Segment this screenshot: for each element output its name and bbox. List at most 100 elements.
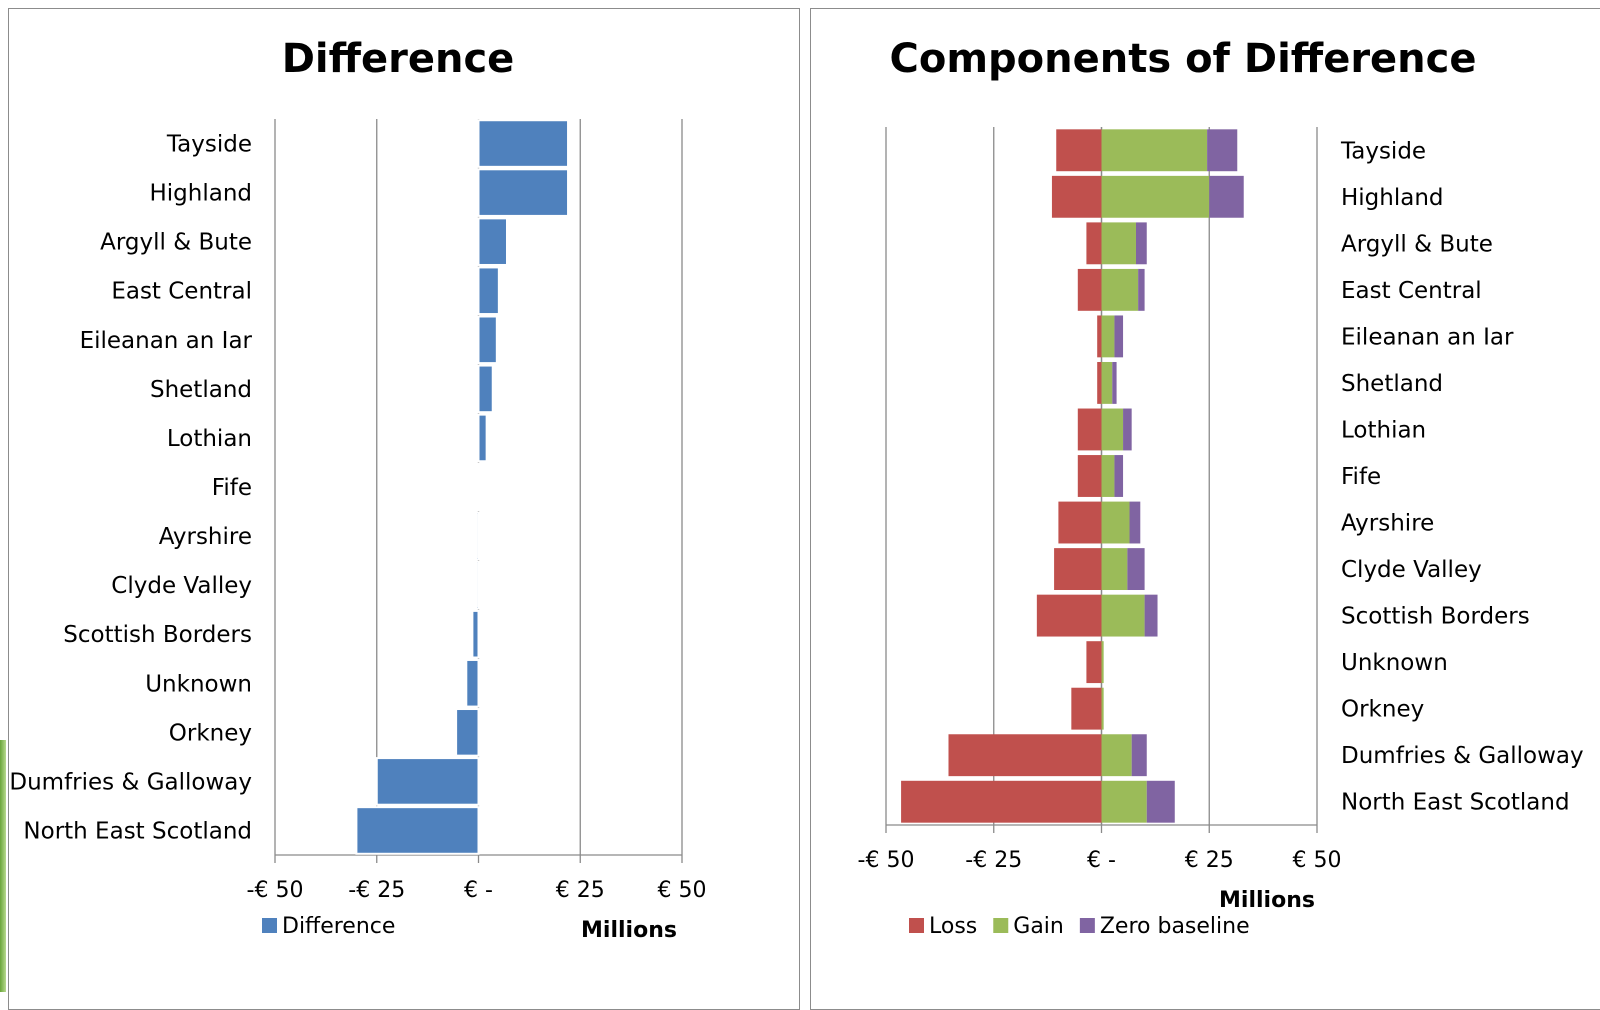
category-label: Shetland xyxy=(1341,371,1443,397)
legend-label-zero-baseline: Zero baseline xyxy=(1100,914,1250,939)
bar-loss-highland xyxy=(1051,175,1102,218)
bar-gain-highland xyxy=(1101,175,1210,218)
category-label: Lothian xyxy=(167,426,252,452)
bar-loss-tayside xyxy=(1056,129,1102,172)
category-label: Highland xyxy=(1341,185,1444,211)
bar-zero-baseline-clyde-valley xyxy=(1127,548,1145,591)
bar-fife xyxy=(477,462,481,512)
bar-loss-scottish-borders xyxy=(1036,594,1102,637)
axis-unit-label: Millions xyxy=(1219,888,1315,913)
category-label: Eileanan an Iar xyxy=(80,328,253,354)
bar-argyll-and-bute xyxy=(477,217,508,266)
bar-gain-scottish-borders xyxy=(1101,594,1145,637)
category-label: Argyll & Bute xyxy=(100,230,252,256)
bar-gain-orkney xyxy=(1101,687,1104,730)
bar-zero-baseline-lothian xyxy=(1123,408,1132,451)
bar-zero-baseline-dumfries-and-galloway xyxy=(1131,734,1147,777)
bar-gain-tayside xyxy=(1101,129,1208,172)
bar-zero-baseline-east-central xyxy=(1138,268,1145,311)
bar-tayside xyxy=(477,119,570,168)
x-tick-label: € 50 xyxy=(658,878,707,903)
bar-eileanan-an-iar xyxy=(477,315,498,365)
category-label: Orkney xyxy=(1341,697,1424,723)
category-label: Eileanan an Iar xyxy=(1341,324,1514,350)
category-label: Ayrshire xyxy=(1341,511,1434,537)
bar-north-east-scotland xyxy=(355,806,480,855)
bar-loss-shetland xyxy=(1097,361,1102,404)
bar-loss-ayrshire xyxy=(1058,501,1102,544)
category-label: Clyde Valley xyxy=(1341,557,1482,583)
bar-gain-eileanan-an-iar xyxy=(1101,315,1115,358)
bar-gain-fife xyxy=(1101,455,1115,497)
bar-loss-dumfries-and-galloway xyxy=(948,734,1102,777)
category-label: Argyll & Bute xyxy=(1341,231,1493,257)
bar-gain-ayrshire xyxy=(1101,501,1130,544)
category-label: Dumfries & Galloway xyxy=(9,769,252,795)
legend-label-loss: Loss xyxy=(929,914,977,939)
category-label: Unknown xyxy=(145,671,252,697)
legend-label-difference: Difference xyxy=(282,914,395,939)
bar-zero-baseline-argyll-and-bute xyxy=(1135,222,1147,265)
legend-swatch-gain xyxy=(993,918,1009,933)
legend-swatch-zero-baseline xyxy=(1079,918,1095,933)
bar-east-central xyxy=(477,266,500,316)
components-chart: Components of Difference -€ 50 -€ 25 € - € 2… xyxy=(858,36,1584,939)
bar-zero-baseline-north-east-scotland xyxy=(1146,780,1175,823)
bar-loss-orkney xyxy=(1071,687,1102,730)
category-label: Ayrshire xyxy=(159,524,252,550)
category-label: Scottish Borders xyxy=(63,622,252,648)
bar-zero-baseline-tayside xyxy=(1207,129,1238,172)
bar-loss-eileanan-an-iar xyxy=(1097,315,1102,358)
category-label: East Central xyxy=(111,279,252,305)
x-tick-label: € - xyxy=(464,878,493,903)
category-label: Highland xyxy=(149,181,252,207)
bar-loss-north-east-scotland xyxy=(901,780,1102,823)
components-chart-panel: Components of Difference -€ 50 -€ 25 € - € 2… xyxy=(810,8,1600,1010)
bar-gain-argyll-and-bute xyxy=(1101,222,1136,265)
category-label: North East Scotland xyxy=(23,818,252,844)
category-label: Unknown xyxy=(1341,650,1448,676)
bar-loss-unknown xyxy=(1086,641,1102,684)
bar-scottish-borders xyxy=(471,609,480,659)
category-label: Scottish Borders xyxy=(1341,604,1530,630)
bar-gain-north-east-scotland xyxy=(1101,780,1147,823)
decorative-accent-bar xyxy=(0,740,6,992)
x-tick-label: € 50 xyxy=(1293,848,1342,873)
category-label: Shetland xyxy=(150,377,252,403)
bar-ayrshire xyxy=(475,511,480,561)
x-tick-label: -€ 50 xyxy=(247,878,304,903)
bar-highland xyxy=(477,168,570,217)
bar-loss-east-central xyxy=(1077,268,1102,311)
axis-unit-label: Millions xyxy=(581,918,677,943)
bar-shetland xyxy=(477,364,494,414)
bar-dumfries-and-galloway xyxy=(375,757,480,806)
legend-swatch-loss xyxy=(909,918,924,933)
x-tick-label: € 25 xyxy=(1185,848,1234,873)
category-label: Fife xyxy=(212,475,252,501)
bar-loss-clyde-valley xyxy=(1054,548,1102,591)
legend-label-gain: Gain xyxy=(1013,914,1064,939)
category-label: Lothian xyxy=(1341,417,1426,443)
bar-orkney xyxy=(455,708,480,757)
bar-unknown xyxy=(465,658,480,708)
category-label: Clyde Valley xyxy=(111,573,252,599)
bar-zero-baseline-shetland xyxy=(1112,361,1117,404)
bar-loss-lothian xyxy=(1077,408,1102,451)
bar-gain-east-central xyxy=(1101,268,1139,311)
difference-chart-panel: Difference -€ 50 -€ 25 € - € 25 € 50 Tayside Hi… xyxy=(8,8,800,1010)
bar-loss-argyll-and-bute xyxy=(1086,222,1102,265)
x-tick-label: -€ 50 xyxy=(858,848,915,873)
difference-chart: Difference -€ 50 -€ 25 € - € 25 € 50 Tayside Hi… xyxy=(9,36,707,943)
bar-gain-lothian xyxy=(1101,408,1124,451)
category-label: East Central xyxy=(1341,278,1482,304)
bar-zero-baseline-highland xyxy=(1209,175,1244,218)
chart-title: Components of Difference xyxy=(890,36,1477,82)
bar-gain-dumfries-and-galloway xyxy=(1101,734,1132,777)
legend-swatch-difference xyxy=(262,918,277,933)
category-label: Orkney xyxy=(169,720,252,746)
category-label: Tayside xyxy=(166,132,252,158)
x-tick-label: € 25 xyxy=(556,878,605,903)
bar-zero-baseline-eileanan-an-iar xyxy=(1114,315,1124,358)
category-label: Fife xyxy=(1341,464,1381,490)
bar-zero-baseline-fife xyxy=(1114,455,1124,497)
